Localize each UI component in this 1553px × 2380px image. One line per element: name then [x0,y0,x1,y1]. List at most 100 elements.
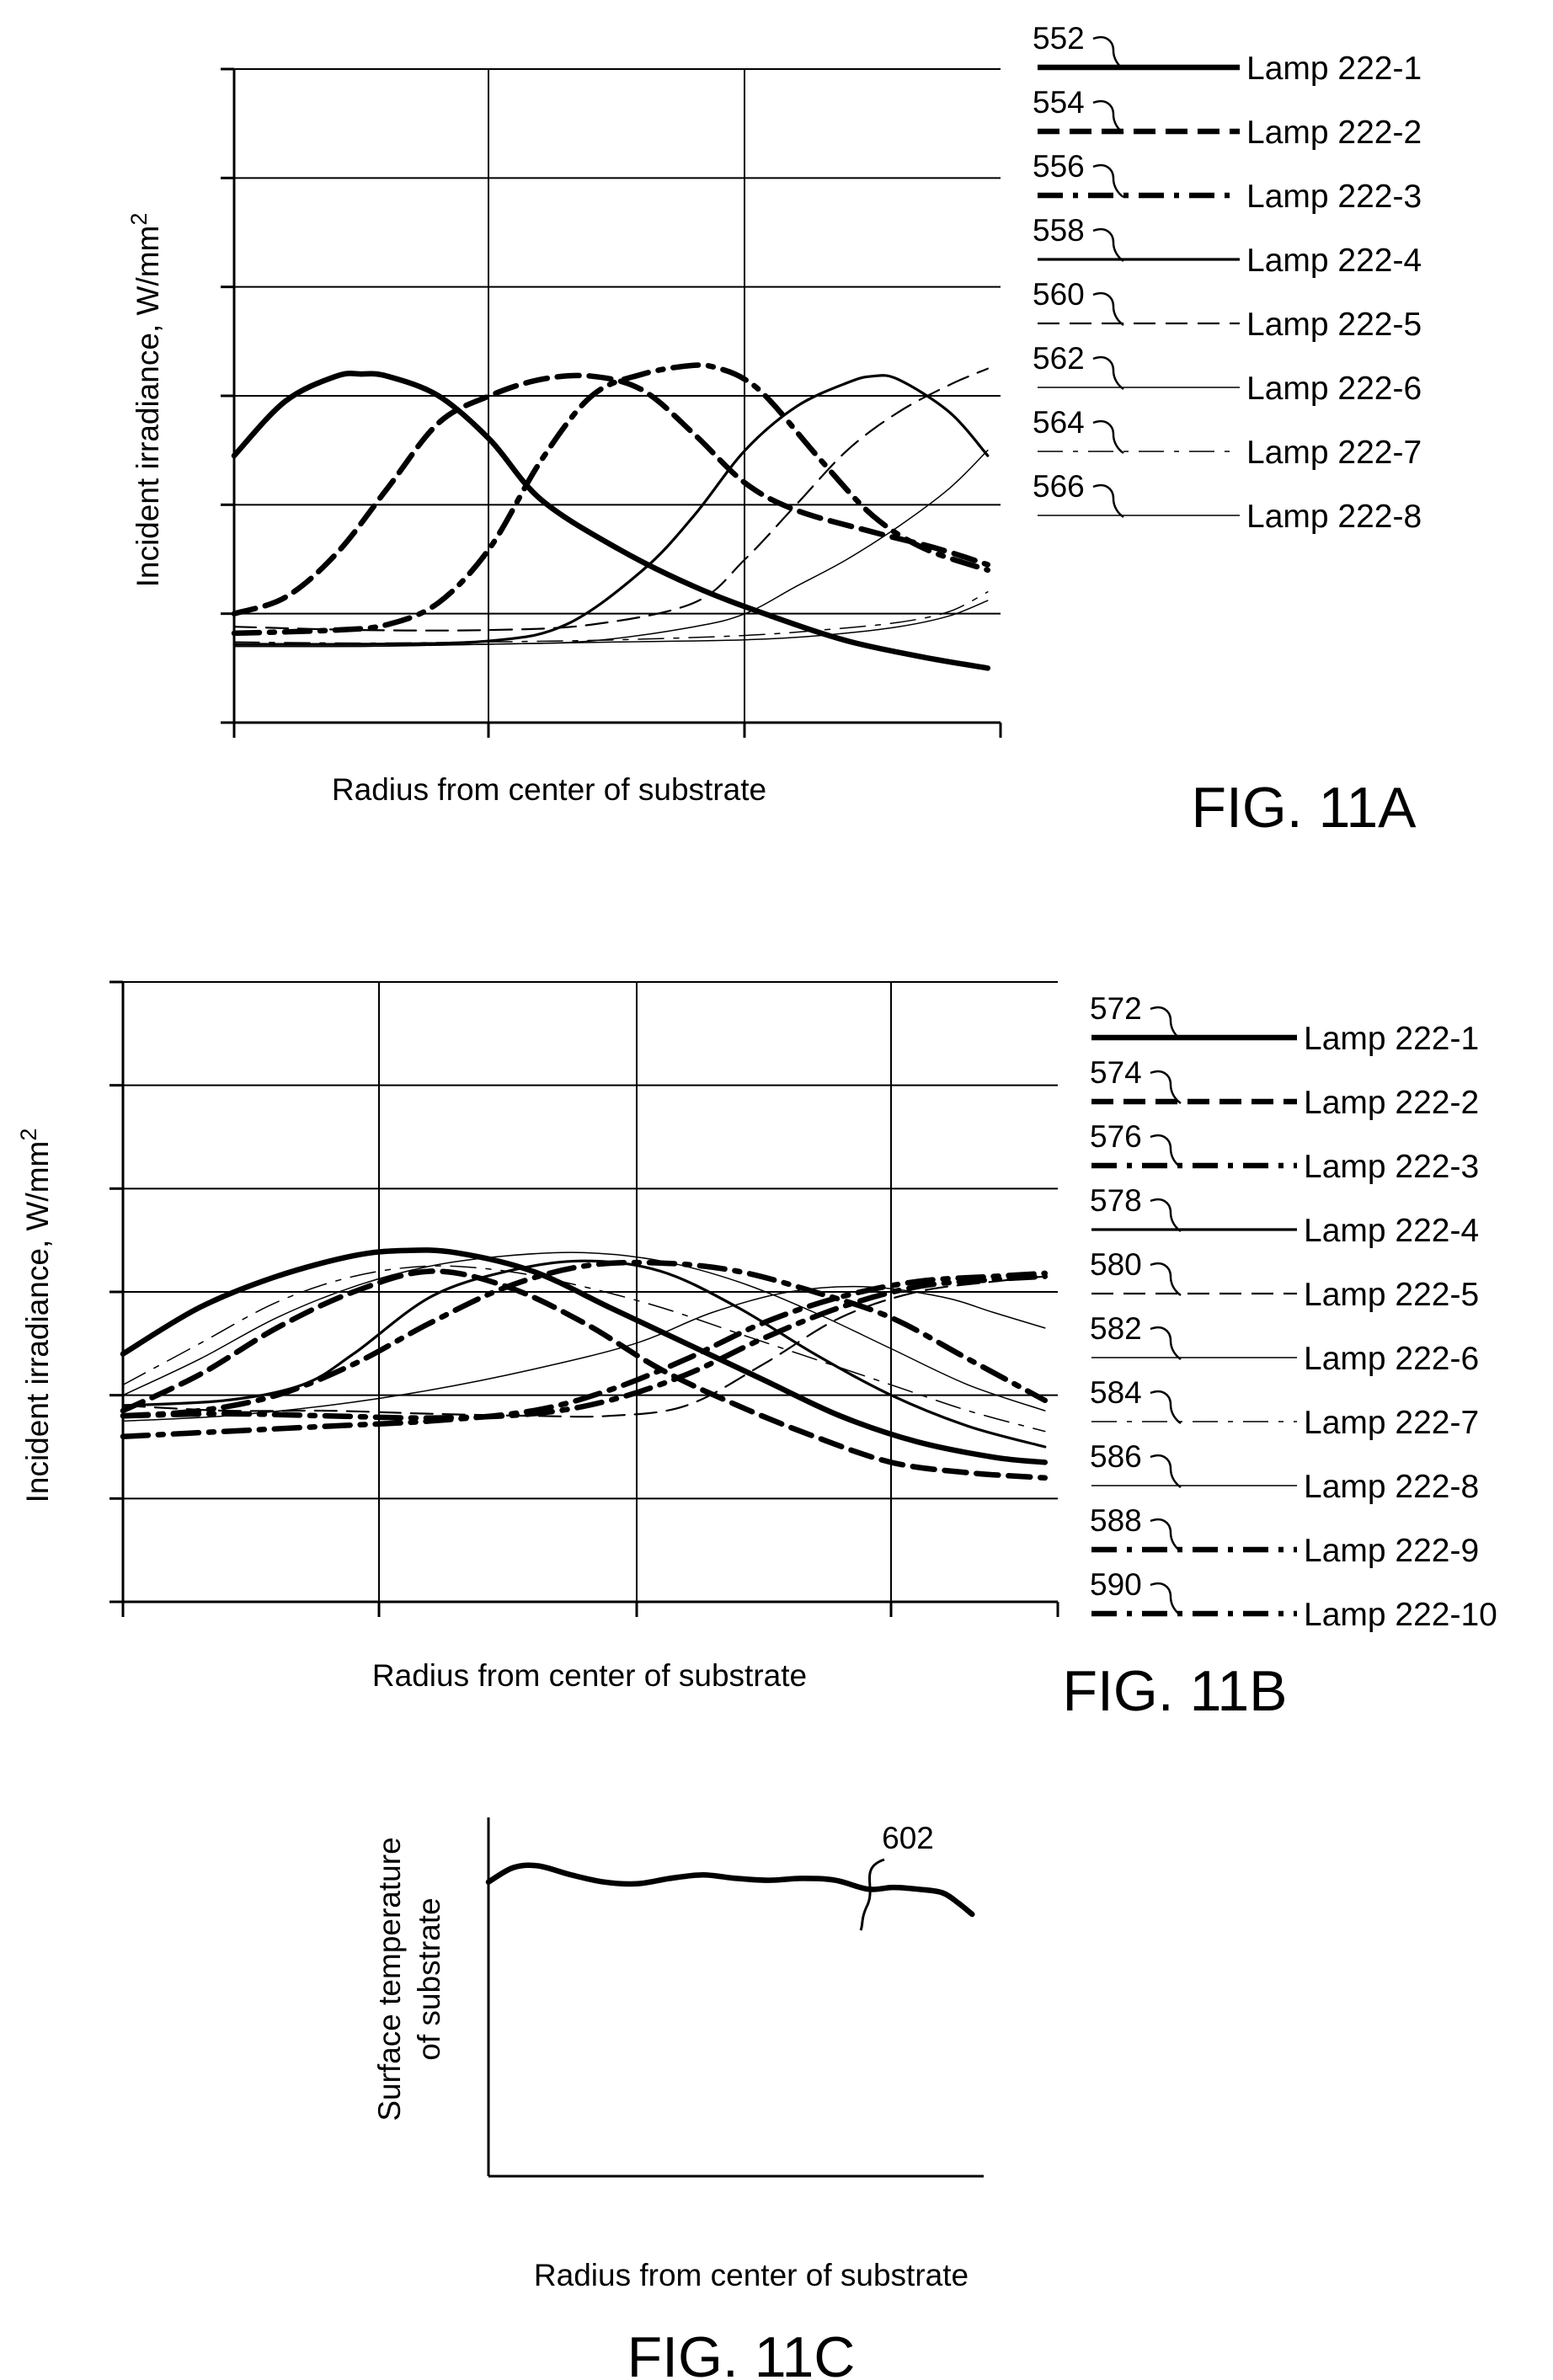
fig-11b-chart: Radius from center of substrate Incident… [16,980,1497,1723]
fig-11b-y-axis-label-sup: 2 [16,1129,41,1141]
legend-reference-numeral: 578 [1090,1183,1142,1218]
series-line-588 [120,1273,1049,1422]
series-line-578 [121,1259,1047,1449]
fig-11a-x-axis-label: Radius from center of substrate [332,772,766,807]
legend-leader-line [1150,1390,1182,1425]
legend-leader-line [1092,484,1124,519]
legend-entry-label: Lamp 222-1 [1246,51,1422,87]
fig-11a-label: FIG. 11A [1191,776,1417,840]
fig-11a-series-group [231,362,991,671]
legend-entry-label: Lamp 222-4 [1246,243,1422,279]
legend-leader-line [1150,1518,1182,1553]
series-line-574 [120,1268,1049,1481]
series-line-552 [231,371,991,671]
legend-entry-label: Lamp 222-10 [1304,1597,1497,1633]
legend-reference-numeral: 566 [1033,469,1085,504]
fig-11c-axes [487,1817,984,2178]
legend-reference-numeral: 564 [1033,405,1085,440]
fig-11a-grid [234,68,1001,723]
fig-11a-legend: 552 Lamp 222-1 554 Lamp 222-2 556 Lamp 222-3 5… [1033,21,1422,535]
fig-11a-axes [221,67,1002,738]
series-line-554 [231,372,991,616]
fig-11c-leader-line [859,1858,885,1931]
legend-leader-line [1150,1454,1182,1489]
series-line-560 [232,367,989,632]
legend-leader-line [1150,1006,1182,1041]
series-line-566 [233,600,989,648]
legend-leader-line [1092,292,1124,327]
legend-entry-label: Lamp 222-5 [1304,1277,1479,1313]
legend-reference-numeral: 572 [1090,991,1142,1026]
fig-11b-x-axis-label: Radius from center of substrate [372,1658,807,1693]
legend-leader-line [1150,1198,1182,1233]
fig-11b-legend: 572 Lamp 222-1 574 Lamp 222-2 576 Lamp 222-3 5… [1090,991,1497,1633]
legend-leader-line [1150,1070,1182,1105]
legend-entry-label: Lamp 222-7 [1304,1405,1479,1441]
legend-leader-line [1092,164,1124,199]
fig-11a-y-axis-label-sup: 2 [126,213,152,226]
legend-leader-line [1150,1582,1182,1617]
fig-11b-y-axis-label: Incident irradiance, W/mm2 [16,1129,55,1503]
legend-entry-label: Lamp 222-5 [1246,307,1422,343]
legend-reference-numeral: 586 [1090,1439,1142,1474]
fig-11c-x-axis-label: Radius from center of substrate [534,2258,969,2292]
fig-11c-y-axis-label-line-1: Surface temperature [372,1837,407,2121]
legend-leader-line [1092,100,1124,135]
series-line-584 [122,1265,1046,1433]
legend-leader-line [1150,1134,1182,1169]
series-line-572 [120,1247,1049,1465]
fig-11c-chart: Radius from center of substrate Surface … [372,1817,984,2380]
series-line-556 [231,362,991,637]
series-line-576 [120,1259,1049,1419]
legend-leader-line [1150,1326,1182,1361]
legend-reference-numeral: 558 [1033,213,1085,248]
fig-11b-series-group [120,1247,1049,1481]
legend-entry-label: Lamp 222-2 [1246,115,1422,151]
legend-leader-line [1092,356,1124,391]
series-line-562 [233,449,989,648]
series-line-590 [120,1270,1049,1439]
legend-entry-label: Lamp 222-3 [1304,1149,1479,1185]
legend-entry-label: Lamp 222-3 [1246,179,1422,215]
legend-entry-label: Lamp 222-8 [1304,1469,1479,1505]
legend-entry-label: Lamp 222-2 [1304,1085,1479,1121]
legend-reference-numeral: 552 [1033,21,1085,56]
legend-entry-label: Lamp 222-9 [1304,1533,1479,1569]
series-line-602 [485,1862,975,1918]
legend-leader-line [1092,420,1124,455]
legend-entry-label: Lamp 222-6 [1304,1341,1479,1377]
fig-11a-y-axis-label: Incident irradiance, W/mm2 [126,213,165,588]
fig-11c-reference-numeral: 602 [882,1821,934,1855]
legend-reference-numeral: 590 [1090,1567,1142,1602]
legend-reference-numeral: 580 [1090,1247,1142,1282]
legend-reference-numeral: 576 [1090,1119,1142,1154]
legend-reference-numeral: 574 [1090,1055,1142,1090]
legend-entry-label: Lamp 222-1 [1304,1021,1479,1057]
fig-11a-chart: Radius from center of substrate Incident… [126,21,1422,840]
legend-entry-label: Lamp 222-7 [1246,435,1422,471]
fig-11c-label: FIG. 11C [627,2325,856,2380]
legend-leader-line [1092,36,1124,71]
legend-reference-numeral: 584 [1090,1375,1142,1410]
legend-reference-numeral: 560 [1033,277,1085,312]
legend-reference-numeral: 588 [1090,1503,1142,1538]
fig-11c-y-axis-label-line-2: of substrate [412,1897,446,2060]
fig-11a-y-axis-label-text: Incident irradiance, W/mm [131,226,165,588]
series-line-564 [233,591,989,644]
fig-11b-label: FIG. 11B [1062,1659,1287,1723]
series-line-582 [122,1285,1046,1422]
legend-entry-label: Lamp 222-8 [1246,499,1422,535]
fig-11b-y-axis-label-text: Incident irradiance, W/mm [20,1141,55,1503]
legend-entry-label: Lamp 222-6 [1246,371,1422,407]
legend-entry-label: Lamp 222-4 [1304,1213,1479,1249]
legend-reference-numeral: 582 [1090,1311,1142,1346]
legend-reference-numeral: 556 [1033,149,1085,184]
fig-11b-axes [109,980,1059,1617]
series-line-558 [232,374,990,646]
legend-reference-numeral: 562 [1033,341,1085,376]
series-line-586 [122,1251,1046,1411]
legend-leader-line [1092,228,1124,263]
legend-reference-numeral: 554 [1033,85,1085,120]
fig-11c-series-group [485,1862,975,1918]
